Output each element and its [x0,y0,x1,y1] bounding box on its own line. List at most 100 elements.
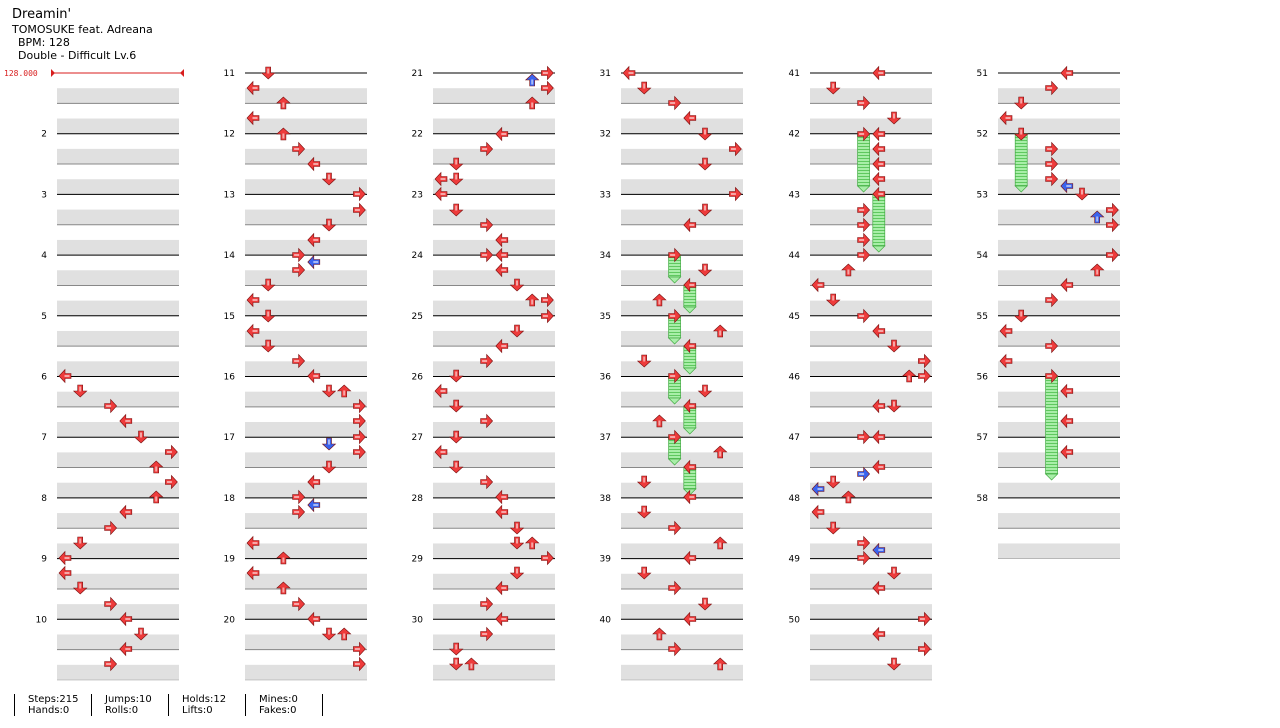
left-arrow-note [246,110,260,126]
measure-number: 19 [224,555,236,565]
bpm-marker: 128.000 [4,69,184,78]
down-arrow-note [825,293,841,307]
up-arrow-note [712,536,728,550]
hold-note [682,345,697,375]
song-difficulty: Double - Difficult Lv.6 [18,49,137,62]
left-arrow-note [495,504,509,520]
up-arrow-note [464,657,479,671]
measure-number: 5 [41,312,47,322]
right-arrow-note [480,474,494,490]
measure-number: 26 [412,373,424,383]
measure-number: 34 [600,251,612,261]
left-arrow-note [307,368,321,384]
right-arrow-note [1045,338,1059,354]
right-arrow-note [857,535,871,551]
measure-number: 52 [977,130,988,140]
left-arrow-note [119,413,133,429]
measure-number: 9 [41,555,47,565]
right-arrow-note [857,247,871,263]
measure-number: 38 [600,494,612,504]
measure-number: 27 [412,433,423,443]
left-arrow-note [872,65,886,81]
song-artist: TOMOSUKE feat. Adreana [12,23,153,36]
left-arrow-note [119,641,133,657]
measure-number: 16 [224,373,236,383]
down-arrow-note [825,521,841,535]
left-arrow-note [683,110,697,126]
stat-holds: Holds:12 [182,694,227,705]
right-arrow-note [857,466,871,482]
right-arrow-note [353,398,366,414]
hold-note [856,133,871,193]
right-arrow-note [165,444,178,460]
down-arrow-note [697,157,713,171]
left-arrow-note [307,474,321,490]
measure-number: 57 [977,433,988,443]
right-arrow-note [1106,202,1119,218]
hold-note [667,375,682,405]
measure-number: 37 [600,433,611,443]
left-arrow-note [683,550,697,566]
left-arrow-note [58,368,72,384]
left-arrow-note [58,565,72,581]
hold-note [682,405,697,435]
right-arrow-note [104,656,118,672]
left-arrow-note [872,542,886,558]
down-arrow-note [448,430,464,444]
down-arrow-note [509,324,525,338]
left-arrow-note [495,580,509,596]
up-arrow-note [841,490,856,504]
left-arrow-note [434,186,448,202]
left-arrow-note [683,611,697,627]
down-arrow-note [448,460,464,474]
measure-number: 29 [412,555,424,565]
stat-mines: Mines:0 [259,694,298,705]
stat-steps-hands: Steps:215 Hands:0 [14,694,91,716]
right-arrow-note [541,550,554,566]
right-arrow-note [668,95,682,111]
right-arrow-note [104,596,118,612]
right-arrow-note [918,611,931,627]
measure-number: 25 [412,312,423,322]
down-arrow-note [448,172,464,186]
left-arrow-note [1060,178,1074,194]
right-arrow-note [918,368,931,384]
left-arrow-note [434,171,448,187]
up-arrow-note [276,551,291,565]
measure-number: 12 [224,130,235,140]
measure-number: 6 [41,373,47,383]
down-arrow-note [321,437,337,451]
measure-number: 24 [412,251,424,261]
down-arrow-note [72,536,88,550]
measure-number: 18 [224,494,236,504]
measure-number: 3 [41,190,47,200]
right-arrow-note [353,429,366,445]
stat-jumps-rolls: Jumps:10 Rolls:0 [91,694,168,716]
down-arrow-note [321,218,337,232]
measure-number: 28 [412,494,424,504]
measure-number: 11 [224,69,235,79]
down-arrow-note [697,127,713,141]
measure-number: 23 [412,190,423,200]
up-arrow-note [652,414,667,428]
right-arrow-note [480,141,494,157]
right-arrow-note [1045,171,1059,187]
right-arrow-note [292,504,306,520]
up-arrow-note [712,324,728,338]
measure-number: 13 [224,190,235,200]
right-arrow-note [480,596,494,612]
down-arrow-note [260,309,276,323]
up-arrow-note [524,536,540,550]
measure-number: 43 [789,190,800,200]
left-arrow-note [246,80,260,96]
down-arrow-note [886,657,902,671]
down-arrow-note [321,627,337,641]
left-arrow-note [119,611,133,627]
left-arrow-note [1060,444,1074,460]
right-arrow-note [292,596,306,612]
hold-note [667,254,682,284]
down-arrow-note [72,581,88,595]
stat-lifts: Lifts:0 [182,705,213,716]
down-arrow-note [825,81,841,95]
measure-number: 44 [789,251,801,261]
